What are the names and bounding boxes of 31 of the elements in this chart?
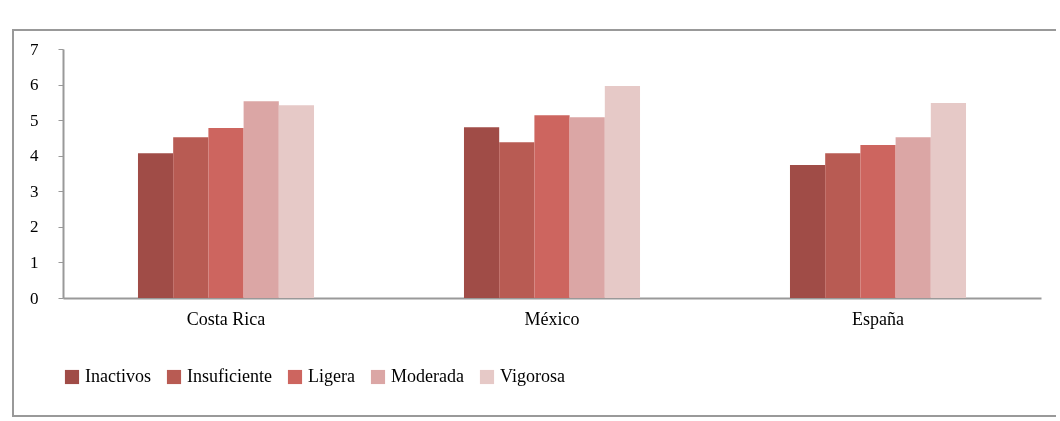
y-tick-label: 1 [30,252,39,272]
y-tick-label: 3 [30,181,39,201]
bar [137,153,174,298]
bar [243,101,279,298]
bar [534,115,570,298]
bar [789,164,826,298]
bar [604,85,641,298]
bar [825,153,861,298]
legend-label: Ligera [308,366,355,386]
y-tick-label: 5 [30,110,39,130]
y-tick-label: 0 [30,288,39,308]
bar [208,127,244,298]
legend-label: Moderada [391,366,464,386]
y-tick-label: 2 [30,217,39,237]
x-tick-label: España [852,308,904,329]
y-tick-label: 7 [30,39,39,59]
bar [499,142,535,298]
bar [569,117,605,298]
bar [173,137,209,298]
y-tick-label: 6 [30,75,39,95]
x-tick-label: Costa Rica [186,308,266,329]
bar [463,127,500,298]
bar [860,145,896,298]
legend-label: Insuficiente [187,366,272,386]
bar [278,105,315,298]
x-tick-label: México [524,308,580,329]
bar [930,103,967,298]
legend-label: Inactivos [85,366,151,386]
legend-label: Vigorosa [500,366,565,386]
y-tick-label: 4 [30,146,39,166]
bar [895,137,931,298]
